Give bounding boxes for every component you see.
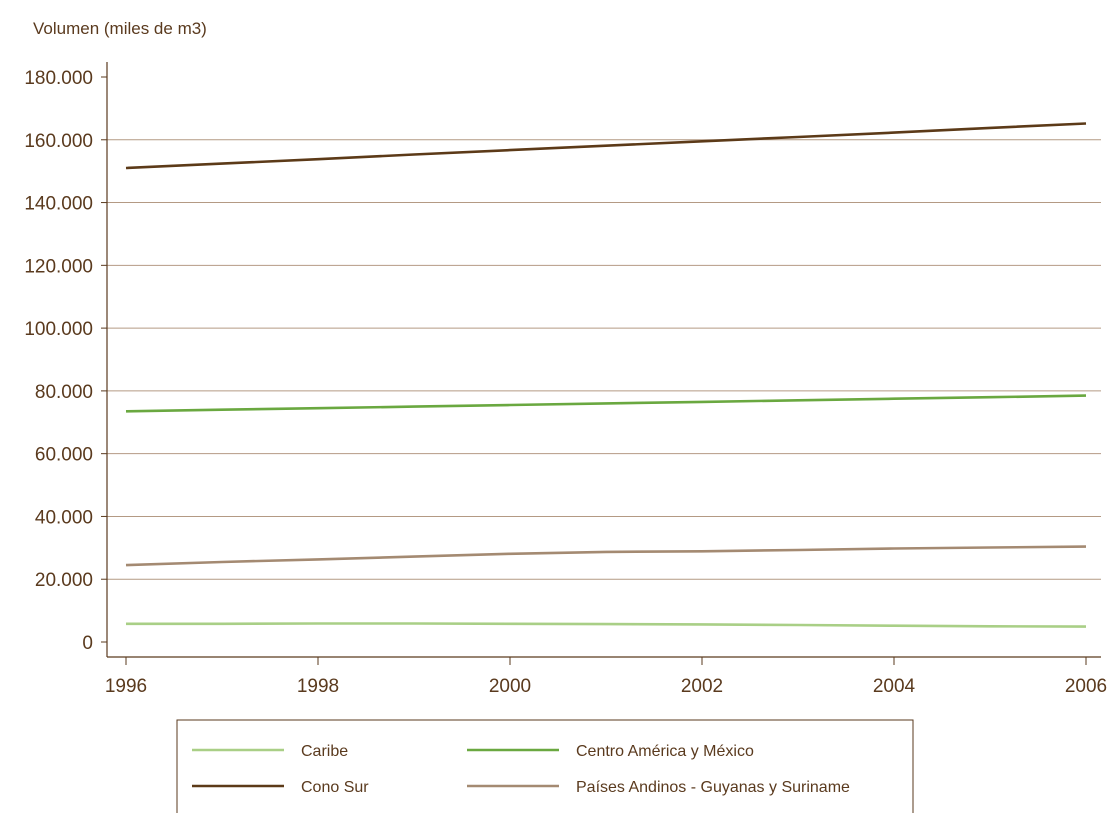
- y-tick-label: 140.000: [24, 194, 93, 215]
- y-tick-label: 60.000: [35, 445, 93, 466]
- y-tick-label: 80.000: [35, 382, 93, 403]
- x-axis-ticks: 1996 1998 2000 2002 2004 2006: [105, 657, 1107, 697]
- x-tick-label: 2002: [681, 676, 723, 697]
- y-tick-label: 100.000: [24, 319, 93, 340]
- series-line-centro-am-rica-y-m-xico: [125, 394, 1087, 413]
- series-line-cono-sur: [125, 122, 1087, 170]
- y-axis-ticks: 0 20.000 40.000 60.000 80.000 100.000 120.000 1…: [24, 68, 107, 654]
- y-tick-label: 40.000: [35, 507, 93, 528]
- legend-frame: [176, 719, 914, 813]
- y-tick-label: 160.000: [24, 131, 93, 152]
- y-tick-label: 0: [82, 633, 93, 654]
- y-axis-title: Volumen (miles de m3): [33, 19, 207, 38]
- legend-label: Caribe: [301, 743, 348, 760]
- series-line-caribe: [126, 622, 1087, 628]
- legend-label: Países Andinos - Guyanas y Suriname: [576, 779, 850, 796]
- x-tick-label: 2000: [489, 676, 531, 697]
- legend-label: Cono Sur: [301, 779, 369, 796]
- legend: Caribe Centro América y México Cono Sur Paí…: [176, 719, 914, 813]
- y-tick-label: 20.000: [35, 570, 93, 591]
- y-tick-label: 180.000: [24, 68, 93, 89]
- x-tick-label: 2004: [873, 676, 916, 697]
- series-lines: [125, 122, 1087, 628]
- x-tick-label: 1998: [297, 676, 339, 697]
- gridlines: [107, 139, 1101, 580]
- y-tick-label: 120.000: [24, 256, 93, 277]
- series-line-pa-ses-andinos-guyanas-y-suriname: [125, 545, 1087, 567]
- axes: [106, 62, 1101, 658]
- x-tick-label: 2006: [1065, 676, 1107, 697]
- x-tick-label: 1996: [105, 676, 147, 697]
- legend-label: Centro América y México: [576, 743, 754, 760]
